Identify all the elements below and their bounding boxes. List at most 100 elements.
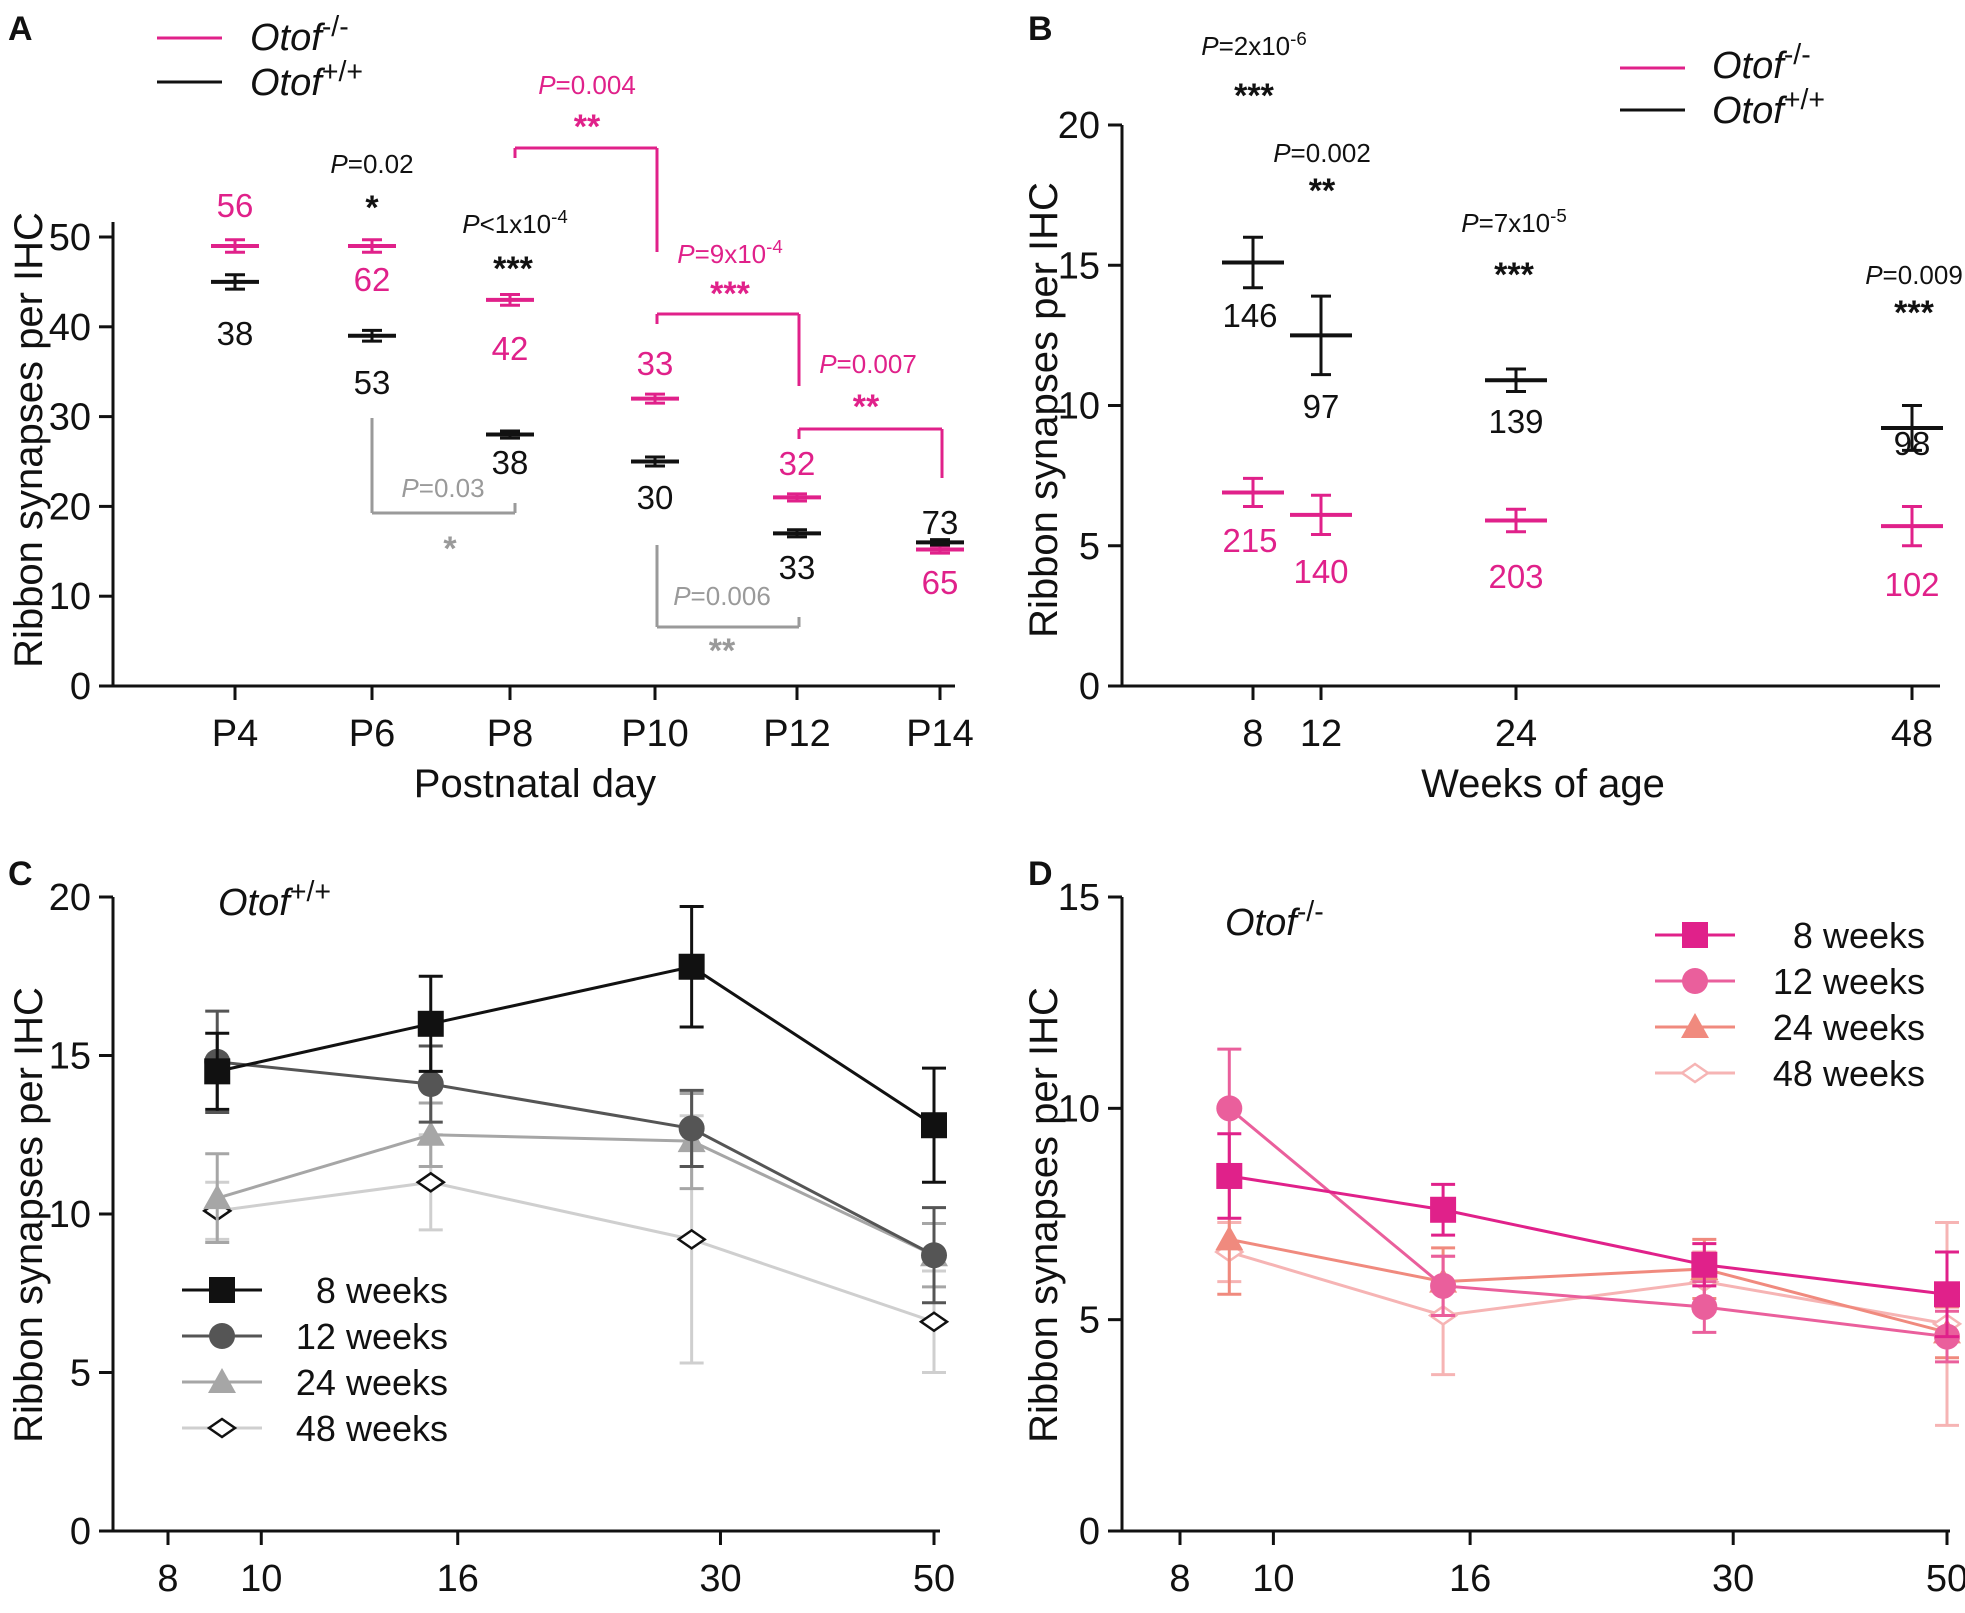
- panel-b-legend-ko-text-sup: -/-: [1784, 39, 1811, 71]
- panel-d-legend-marker-2: [1681, 1013, 1709, 1038]
- panel-a-n-label: 65: [922, 564, 959, 601]
- panel-b-pvalue-2-value: =7x10: [1479, 208, 1551, 238]
- panel-a-p8-pvalue: P<1x10-4: [462, 206, 568, 239]
- panel-b-n-label: 203: [1488, 558, 1543, 595]
- panel-d-series-1-point-1: [1430, 1272, 1457, 1299]
- panel-a-x-tick-label: P4: [212, 713, 258, 755]
- panel-a-p8-pvalue-value: <1x10: [480, 209, 552, 239]
- panel-b-n-label: 98: [1894, 425, 1931, 462]
- panel-c-legend-text-0: 8 weeks: [316, 1270, 448, 1311]
- panel-a-p6-p8-stars: *: [443, 530, 457, 568]
- panel-b-x-tick-label: 12: [1300, 713, 1342, 755]
- panel-d-genotype-label-base: Otof: [1225, 902, 1300, 944]
- panel-b-legend-wt-text-base: Otof: [1712, 90, 1787, 132]
- panel-a-p12-p14-pvalue-p: P: [819, 349, 837, 379]
- panel-a-p8-p10-pvalue: P=0.004: [538, 70, 636, 100]
- panel-b-y-tick-label: 0: [1079, 666, 1100, 708]
- panel-a-p10-p12-wt-pvalue: P=0.006: [673, 581, 771, 611]
- panel-c-genotype-label-base: Otof: [218, 882, 293, 924]
- panel-a-y-tick-label: 20: [49, 486, 91, 528]
- panel-c-x-tick-label: 30: [699, 1558, 741, 1600]
- panel-c-genotype-label: Otof+/+: [218, 876, 331, 924]
- panel-c-series-2-point-0: [203, 1184, 232, 1210]
- panel-d-genotype-label: Otof-/-: [1225, 896, 1324, 944]
- panel-d-x-tick-label: 16: [1449, 1558, 1491, 1600]
- panel-d-y-tick-label: 10: [1058, 1088, 1100, 1130]
- panel-a-p10-p12-pvalue-exp: -4: [766, 236, 783, 257]
- panel-b-pvalue-3: P=0.009: [1865, 260, 1963, 290]
- panel-d-x-tick-label: 30: [1712, 1558, 1754, 1600]
- panel-b-n-label: 102: [1884, 566, 1939, 603]
- panel-b-pvalue-1-value: =0.002: [1291, 138, 1371, 168]
- panel-c-series-0-point-3: [921, 1112, 947, 1139]
- panel-a-p6-p8-pvalue-p: P: [401, 473, 419, 503]
- panel-b-stars-3: ***: [1894, 294, 1934, 332]
- panel-a-p6-pvalue-value: =0.02: [348, 149, 414, 179]
- panel-d-legend-marker-0: [1682, 922, 1708, 948]
- panel-c-legend-marker-0: [209, 1277, 235, 1303]
- panel-d-series-1-point-0: [1216, 1095, 1243, 1122]
- panel-a-n-label: 38: [492, 444, 529, 481]
- panel-b-x-title: Weeks of age: [1421, 762, 1665, 806]
- panel-c-x-tick-label: 8: [157, 1558, 178, 1600]
- panel-b-pvalue-2-exp: -5: [1550, 205, 1567, 226]
- panel-a-p12-p14-pvalue-value: =0.007: [837, 349, 917, 379]
- panel-c-series-line-0: [216, 965, 935, 1127]
- panel-b-n-label: 139: [1488, 403, 1543, 440]
- panel-b-n-label: 140: [1293, 553, 1348, 590]
- panel-b-pvalue-3-p: P: [1865, 260, 1883, 290]
- panel-a-x-title: Postnatal day: [414, 762, 656, 806]
- panel-b-legend-wt-text: Otof+/+: [1712, 84, 1825, 132]
- panel-b-x-tick-label: 48: [1891, 713, 1933, 755]
- panel-c-series-0-point-2: [678, 953, 705, 980]
- panel-d-legend-text-1: 12 weeks: [1773, 961, 1925, 1002]
- panel-a-n-label: 62: [354, 261, 391, 298]
- panel-d-series-0-point-3: [1934, 1281, 1960, 1308]
- panel-d-genotype-label-sup: -/-: [1297, 896, 1324, 928]
- panel-a-y-tick-label: 40: [49, 307, 91, 349]
- panel-b-x-tick-label: 24: [1495, 713, 1537, 755]
- panel-b-pvalue-0: P=2x10-6: [1201, 28, 1307, 61]
- panel-c-legend-marker-2: [208, 1368, 236, 1393]
- panel-a-legend-ko-text-sup: -/-: [322, 11, 349, 43]
- panel-b-pvalue-2-p: P: [1461, 208, 1479, 238]
- panel-a-n-label: 56: [217, 187, 254, 224]
- panel-b-legend-ko-text: Otof-/-: [1712, 39, 1811, 87]
- panel-a-legend-wt-text-base: Otof: [250, 62, 325, 104]
- panel-a-x-tick-label: P14: [906, 713, 974, 755]
- panel-b-n-label: 215: [1222, 522, 1277, 559]
- panel-a-p10-p12-wt-pvalue-p: P: [673, 581, 691, 611]
- panel-c-legend-text-2: 24 weeks: [296, 1362, 448, 1403]
- panel-a-p6-pvalue: P=0.02: [330, 149, 413, 179]
- panel-a-p6-p8-pvalue: P=0.03: [401, 473, 484, 503]
- panel-a-n-label: 32: [779, 445, 816, 482]
- panel-d-legend-text-2: 24 weeks: [1773, 1007, 1925, 1048]
- panel-d-x-tick-label: 8: [1169, 1558, 1190, 1600]
- panel-d-series-0-point-2: [1691, 1251, 1718, 1278]
- panel-a-x-tick-label: P8: [487, 713, 533, 755]
- panel-c-series-line-3: [217, 1180, 935, 1324]
- panel-d-series-2-point-0: [1215, 1225, 1244, 1251]
- panel-a-p8-stars: ***: [493, 250, 533, 288]
- panel-a-p8-p10-pvalue-value: =0.004: [556, 70, 636, 100]
- panel-a-letter: A: [8, 10, 33, 48]
- panel-c-y-tick-label: 5: [70, 1353, 91, 1395]
- panel-c-series-line-1: [217, 1060, 935, 1257]
- panel-d-x-tick-label: 10: [1252, 1558, 1294, 1600]
- panel-a-n-label: 73: [922, 504, 959, 541]
- panel-d-legend-text-0: 8 weeks: [1793, 915, 1925, 956]
- panel-a-x-tick-label: P12: [763, 713, 831, 755]
- panel-c-series-0-point-1: [417, 1010, 444, 1037]
- panel-c-series-3-point-2: [676, 1228, 707, 1250]
- panel-b-legend-ko-text-base: Otof: [1712, 45, 1787, 87]
- panel-b-y-title: Ribbon synapses per IHC: [1022, 182, 1066, 638]
- panel-d-y-tick-label: 15: [1058, 877, 1100, 919]
- panel-a-p6-p8-pvalue-value: =0.03: [419, 473, 485, 503]
- panel-c-y-tick-label: 10: [49, 1194, 91, 1236]
- panel-a-p12-p14-stars: **: [853, 388, 880, 426]
- panel-a-p10-p12-stars: ***: [710, 275, 750, 313]
- panel-d-legend-marker-1: [1682, 968, 1708, 994]
- panel-b-pvalue-3-value: =0.009: [1883, 260, 1963, 290]
- panel-b-n-label: 146: [1222, 297, 1277, 334]
- panel-c-y-title: Ribbon synapses per IHC: [7, 987, 51, 1443]
